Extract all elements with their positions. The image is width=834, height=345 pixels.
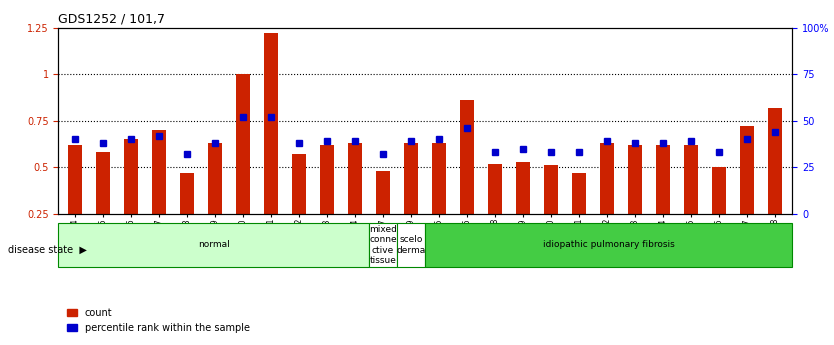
Legend: count, percentile rank within the sample: count, percentile rank within the sample	[63, 304, 254, 337]
FancyBboxPatch shape	[58, 223, 369, 267]
Bar	[768, 108, 782, 260]
Bar	[656, 145, 671, 260]
Bar	[236, 74, 250, 260]
Bar	[320, 145, 334, 260]
Bar	[460, 100, 475, 260]
Bar	[629, 145, 642, 260]
FancyBboxPatch shape	[397, 223, 425, 267]
Text: GDS1252 / 101,7: GDS1252 / 101,7	[58, 12, 165, 25]
Bar	[432, 143, 446, 260]
Bar	[292, 154, 306, 260]
Bar	[572, 173, 586, 260]
Text: mixed
conne
ctive
tissue: mixed conne ctive tissue	[369, 225, 397, 265]
Bar	[349, 143, 362, 260]
Text: scelo
derma: scelo derma	[397, 235, 426, 255]
Bar	[376, 171, 390, 260]
Bar	[180, 173, 194, 260]
FancyBboxPatch shape	[369, 223, 397, 267]
Bar	[153, 130, 166, 260]
Bar	[264, 33, 279, 260]
Bar	[600, 143, 615, 260]
Bar	[685, 145, 698, 260]
Bar	[516, 162, 530, 260]
Bar	[68, 145, 83, 260]
Text: disease state  ▶: disease state ▶	[8, 245, 88, 255]
Bar	[741, 126, 755, 260]
Text: idiopathic pulmonary fibrosis: idiopathic pulmonary fibrosis	[543, 240, 675, 249]
Bar	[96, 152, 110, 260]
Bar	[489, 164, 502, 260]
FancyBboxPatch shape	[425, 223, 792, 267]
Bar	[712, 167, 726, 260]
Bar	[545, 166, 559, 260]
Bar	[208, 143, 222, 260]
Text: normal: normal	[198, 240, 229, 249]
Bar	[404, 143, 419, 260]
Bar	[124, 139, 138, 260]
